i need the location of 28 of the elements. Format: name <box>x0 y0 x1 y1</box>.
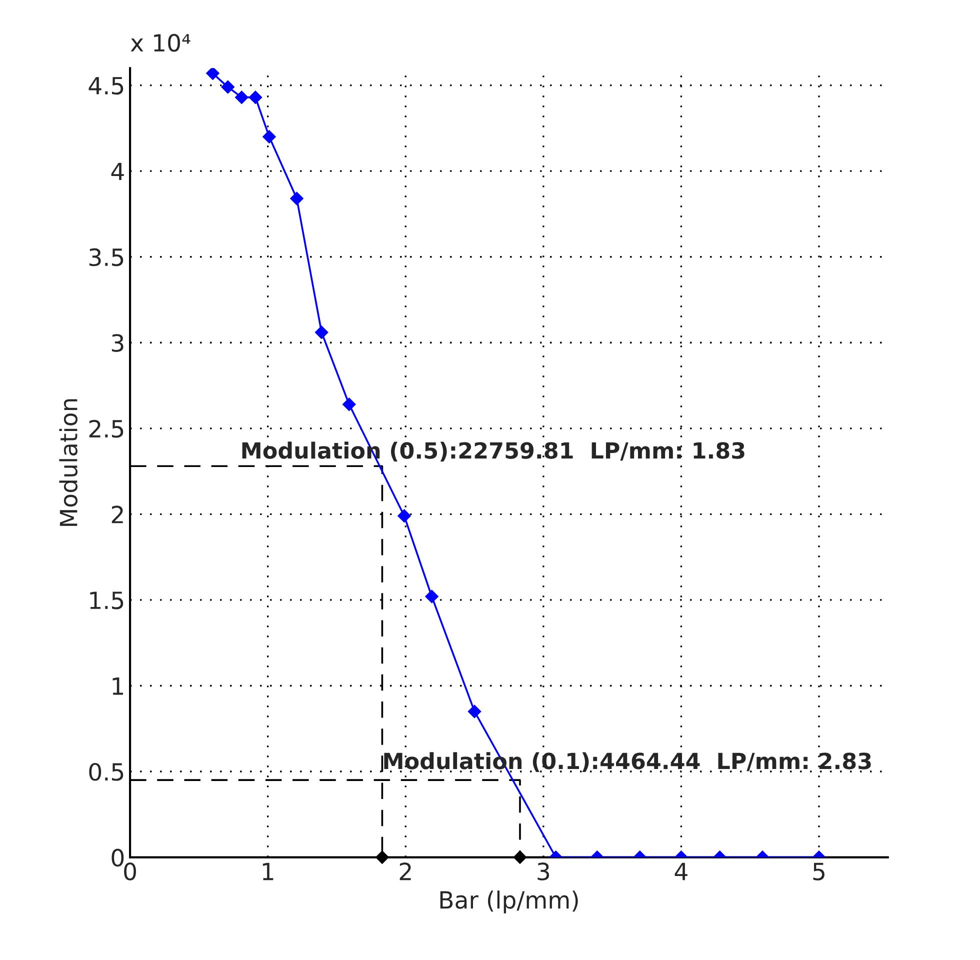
text: x 10⁴ <box>130 34 190 52</box>
point <box>314 326 328 339</box>
y-tick-label: 1.5 <box>90 592 124 610</box>
y-tick-label: 2.5 <box>89 420 124 438</box>
point <box>221 80 234 94</box>
point <box>398 509 411 522</box>
x-tick-label: 0 <box>124 862 136 880</box>
y-axis-title: Modulation <box>59 399 78 526</box>
y-tick-label: 4 <box>111 162 124 180</box>
y-tick-label: 0 <box>112 848 124 867</box>
point <box>206 68 220 80</box>
x-tick-label: 1 <box>262 862 274 880</box>
y-tick-label: 3 <box>112 334 124 352</box>
y-tick-label: 2 <box>112 506 123 524</box>
x-tick-label: 4 <box>674 862 688 880</box>
x-tick-label: 5 <box>813 862 824 880</box>
y-tick-label: 4.5 <box>88 77 124 95</box>
y-tick-label: 3.5 <box>89 248 124 266</box>
x-tick-label: 2 <box>400 862 411 880</box>
point <box>290 192 304 206</box>
point <box>342 398 356 411</box>
point <box>262 130 276 144</box>
y-tick-label: 0.5 <box>89 762 124 781</box>
point <box>248 90 262 104</box>
y-tick-label: 1 <box>112 677 124 695</box>
x-axis-title: Bar (lp/mm) <box>440 890 578 914</box>
point <box>235 90 248 104</box>
x-tick-label: 3 <box>538 862 550 880</box>
